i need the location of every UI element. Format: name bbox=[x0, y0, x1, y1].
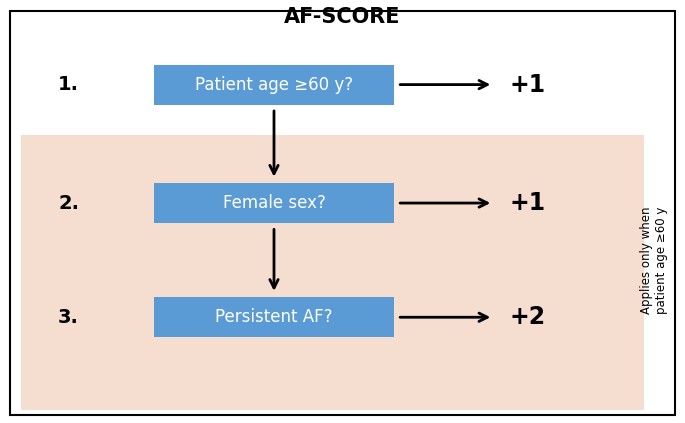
Text: 1.: 1. bbox=[58, 75, 79, 94]
FancyBboxPatch shape bbox=[154, 65, 394, 104]
Text: +2: +2 bbox=[510, 305, 545, 329]
Text: Patient age ≥60 y?: Patient age ≥60 y? bbox=[195, 76, 353, 93]
Text: Female sex?: Female sex? bbox=[223, 194, 325, 212]
Text: Persistent AF?: Persistent AF? bbox=[215, 308, 333, 326]
FancyBboxPatch shape bbox=[21, 135, 644, 410]
FancyBboxPatch shape bbox=[154, 183, 394, 223]
Text: Applies only when
patient age ≥60 y: Applies only when patient age ≥60 y bbox=[640, 206, 668, 314]
FancyBboxPatch shape bbox=[154, 297, 394, 338]
Text: AF-SCORE: AF-SCORE bbox=[284, 7, 401, 27]
Text: 3.: 3. bbox=[58, 308, 79, 327]
Text: +1: +1 bbox=[510, 191, 545, 215]
Text: +1: +1 bbox=[510, 73, 545, 96]
Text: 2.: 2. bbox=[58, 194, 79, 212]
